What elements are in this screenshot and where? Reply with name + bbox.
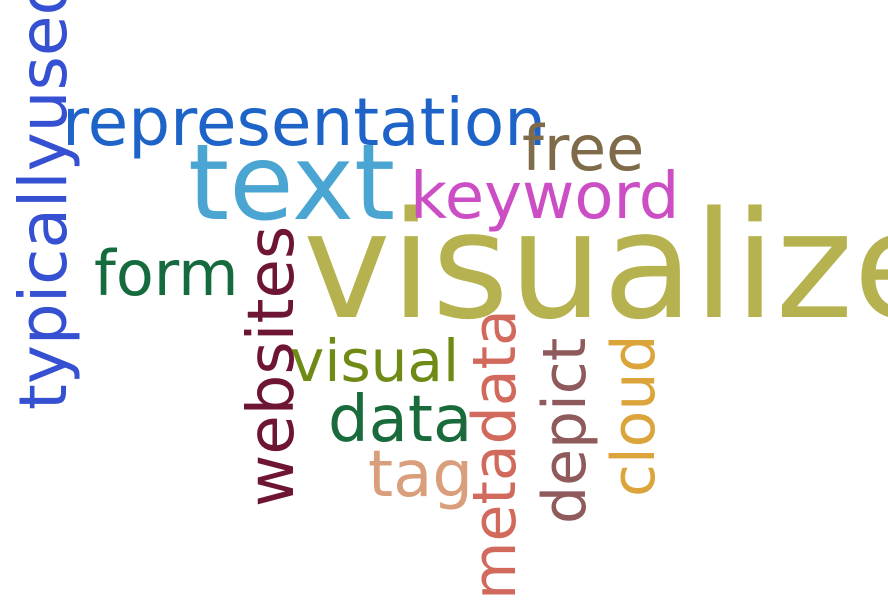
word-metadata: metadata [460,309,530,600]
word-free: free [522,112,645,185]
word-cloud-label: cloud [599,334,669,497]
word-depict: depict [530,337,600,524]
word-keyword: keyword [410,160,680,234]
word-tag: tag [368,438,473,512]
word-typicallyused: typicallyused [5,0,82,410]
word-data: data [328,383,473,457]
word-visual: visual [290,327,460,395]
word-text: text [188,122,396,244]
word-representation: representation [62,84,547,161]
word-form: form [94,237,239,310]
word-visualize: visualize [303,180,888,352]
